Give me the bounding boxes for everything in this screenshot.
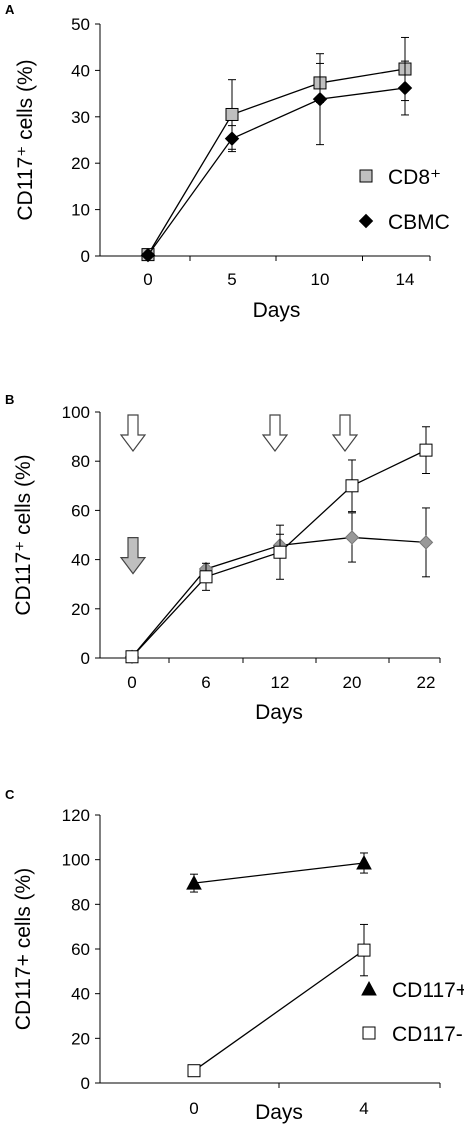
data-point-marker xyxy=(125,650,139,664)
x-tick-label: 0 xyxy=(127,673,136,692)
x-axis-title: Days xyxy=(253,299,301,322)
data-point-marker xyxy=(356,854,372,870)
panel-letter: A xyxy=(5,2,15,17)
x-tick-label: 5 xyxy=(227,270,236,289)
series-0 xyxy=(124,507,434,664)
y-tick-label: 20 xyxy=(71,154,90,173)
series-line xyxy=(147,87,406,256)
x-tick-label: 20 xyxy=(343,673,362,692)
data-point-marker xyxy=(187,1064,201,1078)
series-line xyxy=(193,949,365,1072)
series-line xyxy=(193,862,365,884)
x-tick-label: 0 xyxy=(189,1099,198,1118)
data-point-marker xyxy=(273,545,287,559)
y-tick-label: 40 xyxy=(71,985,90,1004)
y-tick-label: 30 xyxy=(71,108,90,127)
x-tick-label: 14 xyxy=(396,270,415,289)
data-point-marker xyxy=(224,131,240,146)
series-cd8 xyxy=(141,36,412,262)
y-axis-title: CD117+ cells (%) xyxy=(12,868,35,1030)
legend-label: CD117+ xyxy=(392,979,464,1002)
panel-letter: B xyxy=(5,392,14,407)
y-tick-label: 120 xyxy=(62,806,90,825)
y-tick-label: 50 xyxy=(71,15,90,34)
chart-panel-c: C 0 20 40 60 80 100 120 0 4 CD117+ cells (%) Days CD… xyxy=(5,787,464,1124)
legend-marker xyxy=(358,213,374,229)
legend-marker xyxy=(362,1026,376,1040)
y-tick-label: 40 xyxy=(71,61,90,80)
data-point-marker xyxy=(357,943,371,957)
chart-panel-b: B 0 20 40 60 80 100 0 6 12 20 22 CD117⁺ cells (%) Day… xyxy=(5,392,441,724)
y-tick-label: 20 xyxy=(71,1029,90,1048)
y-axis-title: CD117⁺ cells (%) xyxy=(14,59,37,220)
y-tick-label: 100 xyxy=(62,403,90,422)
treatment-arrow xyxy=(261,414,289,452)
data-point-marker xyxy=(345,479,359,493)
y-tick-label: 0 xyxy=(81,247,90,266)
y-tick-label: 60 xyxy=(71,940,90,959)
series-cbmc xyxy=(140,53,413,263)
x-axis-title: Days xyxy=(255,701,303,724)
data-point-marker xyxy=(419,443,433,457)
x-tick-label: 12 xyxy=(271,673,290,692)
data-point-marker xyxy=(186,875,202,890)
data-point-marker xyxy=(344,530,360,545)
y-tick-label: 60 xyxy=(71,501,90,520)
y-axis-title: CD117⁺ cells (%) xyxy=(12,454,35,615)
x-tick-label: 10 xyxy=(311,270,330,289)
y-tick-label: 40 xyxy=(71,551,90,570)
series-cd117 xyxy=(186,852,372,893)
legend-label: CD8⁺ xyxy=(388,166,441,189)
x-tick-label: 22 xyxy=(417,673,436,692)
y-tick-label: 80 xyxy=(71,895,90,914)
data-point-marker xyxy=(397,80,413,96)
treatment-arrow xyxy=(331,414,359,452)
panel-letter: C xyxy=(5,787,15,802)
legend-label: CBMC xyxy=(388,211,450,234)
y-tick-label: 0 xyxy=(81,1074,90,1093)
y-tick-label: 100 xyxy=(62,851,90,870)
y-tick-label: 10 xyxy=(71,201,90,220)
series-line xyxy=(147,68,406,255)
x-tick-label: 0 xyxy=(143,270,152,289)
legend-marker xyxy=(361,980,377,996)
chart-panel-a: A 0 10 20 30 40 50 0 5 10 14 CD117⁺ cells (%) Days CD… xyxy=(5,2,450,322)
data-point-marker xyxy=(312,91,328,107)
data-point-marker xyxy=(140,247,156,263)
treatment-arrow xyxy=(119,414,147,452)
series-1 xyxy=(125,426,433,664)
x-tick-label: 6 xyxy=(201,673,210,692)
data-point-marker xyxy=(199,570,213,584)
y-tick-label: 20 xyxy=(71,600,90,619)
series-cd117 xyxy=(187,923,371,1078)
y-tick-label: 0 xyxy=(81,649,90,668)
x-axis-title: Days xyxy=(255,1101,303,1124)
x-tick-label: 4 xyxy=(359,1099,368,1118)
treatment-arrow xyxy=(119,536,147,575)
legend-marker xyxy=(359,169,373,183)
y-tick-label: 80 xyxy=(71,452,90,471)
legend-label: CD117- xyxy=(392,1023,463,1046)
data-point-marker xyxy=(418,535,434,550)
data-point-marker xyxy=(225,107,239,121)
